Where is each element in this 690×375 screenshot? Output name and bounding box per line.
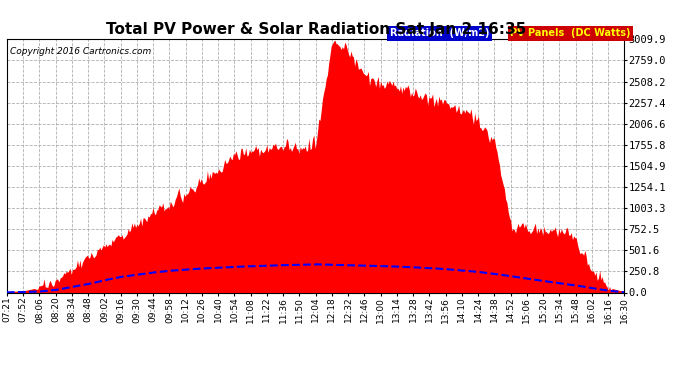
Text: Copyright 2016 Cartronics.com: Copyright 2016 Cartronics.com [10, 47, 151, 56]
Text: Radiation  (W/m2): Radiation (W/m2) [390, 28, 489, 38]
Text: PV Panels  (DC Watts): PV Panels (DC Watts) [510, 28, 631, 38]
Title: Total PV Power & Solar Radiation Sat Jan 2 16:35: Total PV Power & Solar Radiation Sat Jan… [106, 22, 526, 37]
